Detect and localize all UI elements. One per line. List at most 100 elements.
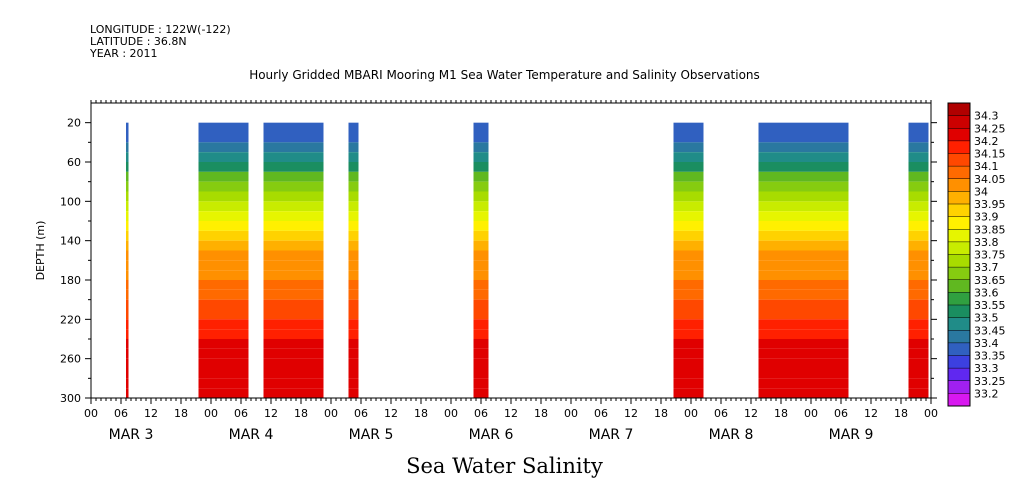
salinity-cell: [673, 181, 704, 192]
salinity-cell: [126, 260, 129, 271]
salinity-cell: [473, 368, 489, 379]
colorbar-swatch: [948, 355, 970, 369]
plot-area: 20 60 100 140 180 220 260 300 DEPTH (m) 00 06 12 18 0…: [34, 100, 938, 443]
x-tick-label: 18: [294, 407, 308, 420]
salinity-cell: [908, 319, 929, 330]
salinity-cell: [908, 299, 929, 310]
colorbar-swatch: [948, 128, 970, 142]
salinity-cell: [673, 358, 704, 369]
x-tick-label: 00: [924, 407, 938, 420]
salinity-cell: [348, 329, 359, 339]
salinity-cell: [198, 358, 249, 369]
salinity-cell: [348, 191, 359, 202]
salinity-cell: [473, 378, 489, 389]
salinity-cell: [126, 171, 129, 182]
salinity-cell: [126, 221, 129, 231]
x-tick-label: 12: [384, 407, 398, 420]
salinity-cell: [673, 250, 704, 261]
y-tick-label: 140: [60, 235, 81, 248]
salinity-cell: [263, 152, 324, 162]
salinity-cell: [198, 240, 249, 251]
data-segment: [263, 122, 324, 398]
salinity-cell: [198, 211, 249, 221]
colorbar-swatch: [948, 317, 970, 331]
data-segment: [908, 122, 929, 398]
salinity-cell: [758, 289, 849, 300]
x-tick-label: 00: [444, 407, 458, 420]
salinity-cell: [673, 309, 704, 320]
salinity-cell: [473, 270, 489, 280]
x-tick-label: 18: [534, 407, 548, 420]
colorbar-label: 34.1: [974, 160, 999, 173]
salinity-cell: [673, 289, 704, 300]
salinity-cell: [473, 339, 489, 349]
colorbar-label: 33.55: [974, 299, 1006, 312]
salinity-cell: [908, 152, 929, 162]
salinity-cell: [263, 289, 324, 300]
salinity-cell: [198, 122, 249, 133]
x-tick-label: 00: [564, 407, 578, 420]
salinity-cell: [263, 221, 324, 231]
day-label: MAR 9: [829, 427, 874, 443]
salinity-cell: [758, 201, 849, 212]
salinity-cell: [263, 348, 324, 359]
y-tick-label: 180: [60, 274, 81, 287]
salinity-cell: [126, 358, 129, 369]
salinity-cell: [758, 211, 849, 221]
salinity-cell: [126, 319, 129, 330]
salinity-cell: [263, 201, 324, 212]
colorbar-swatch: [948, 305, 970, 319]
salinity-cell: [198, 348, 249, 359]
salinity-cell: [673, 368, 704, 379]
salinity-cell: [473, 358, 489, 369]
x-tick-label: 00: [204, 407, 218, 420]
salinity-cell: [348, 368, 359, 379]
salinity-cell: [758, 230, 849, 241]
salinity-cell: [126, 250, 129, 261]
colorbar-swatch: [948, 103, 970, 117]
salinity-cell: [758, 162, 849, 172]
salinity-cell: [473, 329, 489, 339]
salinity-cell: [908, 250, 929, 261]
x-tick-label: 00: [324, 407, 338, 420]
x-tick-label: 00: [684, 407, 698, 420]
salinity-cell: [198, 280, 249, 290]
colorbar-swatch: [948, 292, 970, 306]
x-tick-label: 06: [354, 407, 368, 420]
colorbar-swatch: [948, 330, 970, 344]
salinity-cell: [673, 319, 704, 330]
colorbar-swatch: [948, 368, 970, 382]
x-tick-label: 18: [894, 407, 908, 420]
salinity-cell: [198, 132, 249, 143]
salinity-cell: [473, 181, 489, 192]
salinity-cell: [263, 171, 324, 182]
salinity-cell: [198, 319, 249, 330]
salinity-cell: [673, 142, 704, 153]
colorbar-label: 33.6: [974, 286, 999, 299]
colorbar-legend: 34.334.2534.234.1534.134.053433.9533.933…: [947, 102, 1006, 407]
data-segment: [473, 122, 489, 398]
salinity-cell: [126, 329, 129, 339]
day-label: MAR 5: [349, 427, 394, 443]
x-tick-label: 00: [804, 407, 818, 420]
colorbar-label: 33.7: [974, 261, 999, 274]
salinity-cell: [126, 230, 129, 241]
salinity-cell: [263, 270, 324, 280]
salinity-cell: [758, 339, 849, 349]
salinity-cell: [758, 152, 849, 162]
salinity-cell: [126, 348, 129, 359]
colorbar-label: 34.25: [974, 122, 1006, 135]
salinity-cell: [473, 319, 489, 330]
salinity-cell: [263, 191, 324, 202]
day-label: MAR 6: [469, 427, 514, 443]
x-tick-label: 12: [264, 407, 278, 420]
salinity-cell: [908, 270, 929, 280]
salinity-cell: [126, 122, 129, 133]
x-tick-label: 18: [774, 407, 788, 420]
salinity-cell: [473, 230, 489, 241]
salinity-cell: [198, 152, 249, 162]
colorbar-swatch: [948, 380, 970, 394]
salinity-cell: [198, 250, 249, 261]
salinity-cell: [348, 289, 359, 300]
